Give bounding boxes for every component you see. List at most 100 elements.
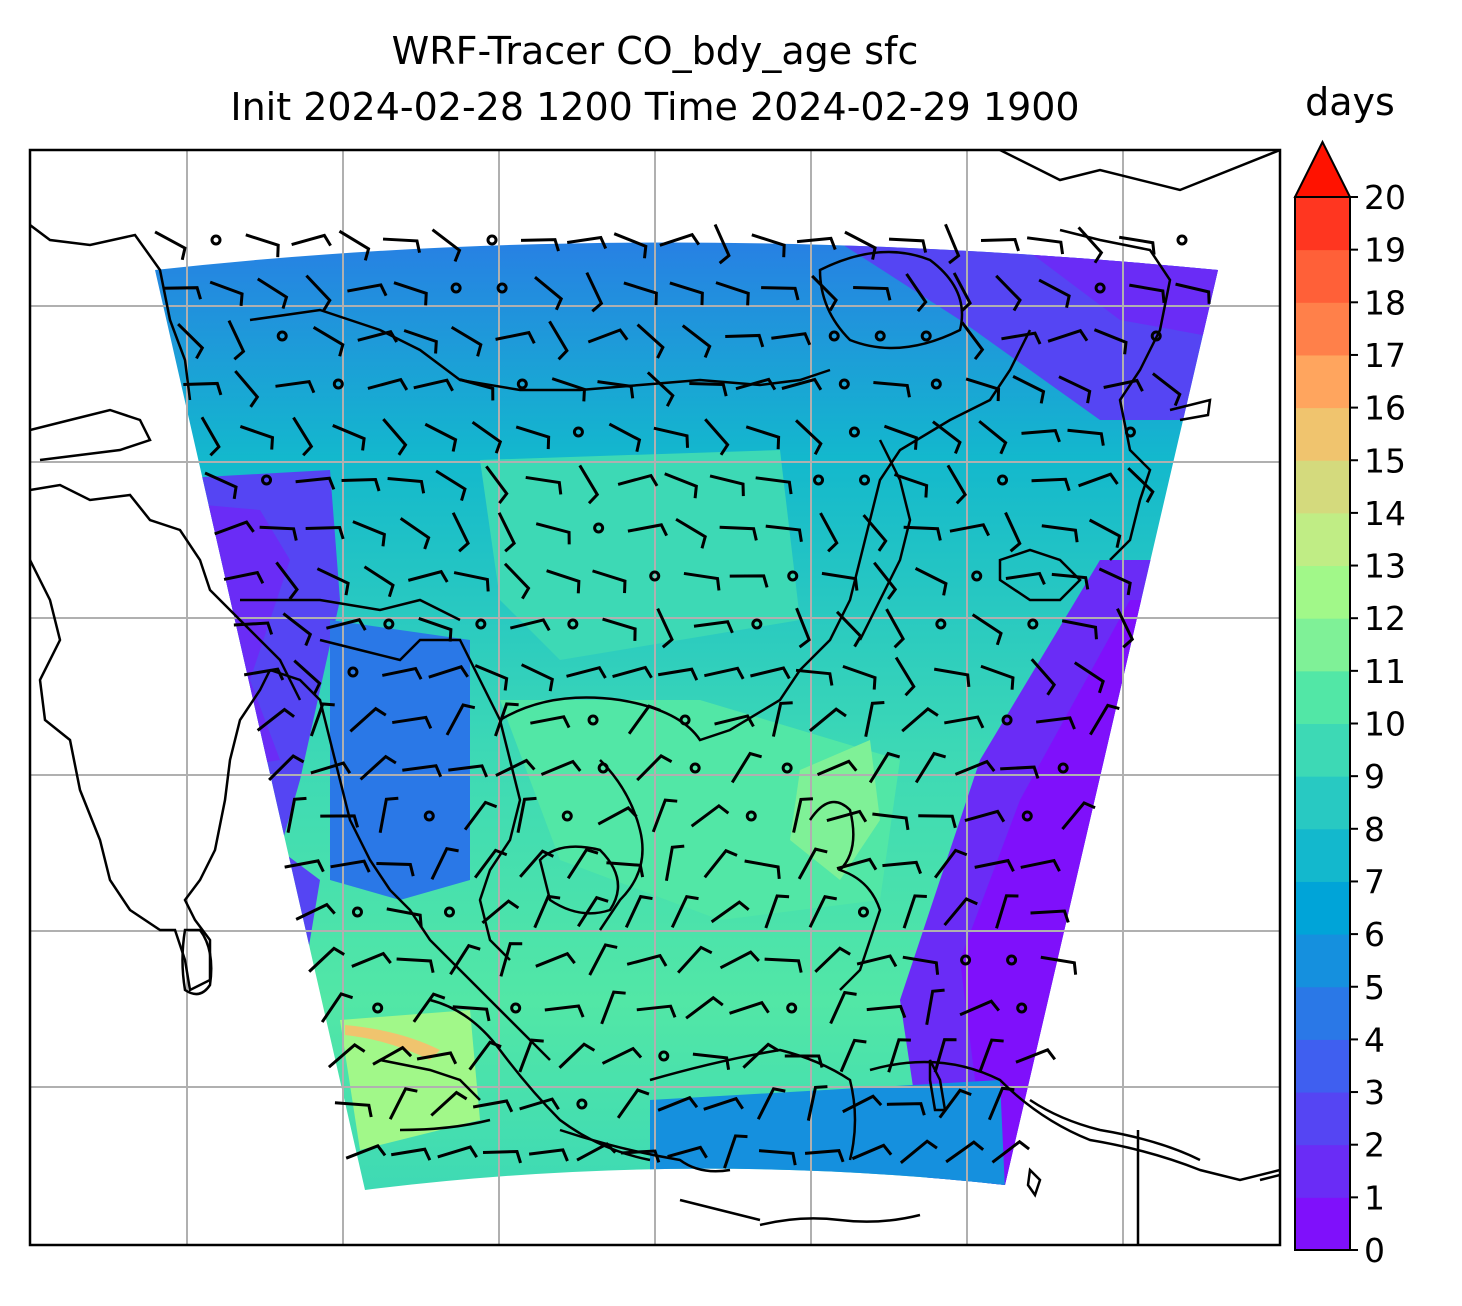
wind-barb (765, 524, 803, 543)
calm-wind-marker (332, 378, 344, 390)
wind-barb (1015, 1047, 1057, 1064)
wind-barb (291, 233, 332, 247)
wind-barb (902, 955, 940, 975)
colorbar-tick-label: 20 (1364, 178, 1406, 217)
calm-wind-marker (828, 330, 840, 342)
calm-wind-marker (1057, 762, 1069, 774)
wind-barb (952, 272, 972, 313)
wind-barb (431, 228, 462, 263)
wind-barb (987, 1086, 1015, 1121)
wind-barb (308, 946, 346, 973)
wind-barb (1151, 372, 1182, 407)
wind-barb (341, 478, 381, 492)
wind-barb (312, 326, 345, 357)
wind-barb (873, 561, 898, 600)
wind-barb (1093, 328, 1128, 355)
wind-barb (932, 420, 962, 455)
wind-barb (693, 620, 734, 634)
wind-barb (829, 990, 857, 1025)
colorbar-tick-label: 18 (1364, 283, 1406, 322)
wind-barb (1073, 661, 1105, 694)
wind-barb (690, 803, 730, 828)
wind-barb (627, 523, 668, 537)
wind-barb (533, 894, 561, 929)
calm-wind-marker (859, 474, 871, 486)
colorbar-segment (1295, 934, 1350, 988)
wind-barb (729, 1000, 770, 1015)
wind-barb (600, 990, 626, 1025)
calm-wind-marker (658, 1050, 670, 1062)
wind-barb (544, 1004, 585, 1018)
wind-barb (795, 607, 811, 649)
wind-barb (519, 1097, 560, 1111)
wind-barb (320, 992, 354, 1023)
calm-wind-marker (935, 618, 947, 630)
wind-barb (1031, 477, 1071, 492)
wind-barb (359, 754, 397, 781)
wind-barb (995, 894, 1019, 929)
wind-barb (617, 473, 659, 487)
wind-barb (378, 796, 399, 833)
colorbar-tick-label: 2 (1364, 1126, 1385, 1165)
wind-barb (448, 764, 489, 778)
wind-barb (351, 951, 392, 968)
colorbar-segment (1295, 1144, 1350, 1198)
calm-wind-marker (679, 714, 691, 726)
wind-barb (938, 1088, 972, 1119)
calm-wind-marker (1016, 1002, 1028, 1014)
colorbar-segment (1295, 512, 1350, 567)
wind-barb (862, 514, 888, 552)
wind-barb (894, 656, 916, 697)
wind-barb (275, 380, 316, 394)
wind-barb (382, 418, 408, 456)
wind-barb (888, 237, 928, 253)
wind-barb (885, 608, 905, 649)
wind-barb (1058, 375, 1092, 404)
calm-wind-marker (496, 282, 508, 294)
wind-barb (1118, 235, 1156, 255)
wind-barb (659, 232, 701, 247)
wind-barb (1012, 375, 1046, 404)
wind-barb (519, 849, 555, 878)
wind-barb (459, 378, 495, 401)
wind-barb (606, 861, 645, 878)
wind-barb (445, 703, 476, 736)
wind-barb (893, 473, 929, 498)
wind-barb (954, 759, 996, 776)
map-subtitle: Init 2024-02-28 1200 Time 2024-02-29 190… (230, 85, 1080, 129)
wind-barb (468, 1040, 502, 1071)
wind-barb (613, 232, 648, 259)
wind-barb (980, 664, 1015, 690)
wind-barb (758, 1149, 797, 1166)
wind-barb (259, 525, 298, 541)
wind-barb (771, 332, 812, 346)
wind-barb (234, 370, 260, 408)
wind-barb (918, 814, 957, 829)
calm-wind-marker (689, 762, 701, 774)
wind-barb (578, 464, 600, 505)
wind-barb (755, 476, 793, 495)
colorbar-segment (1295, 1039, 1350, 1093)
wind-barb (275, 561, 299, 600)
wind-barb (310, 761, 352, 775)
calm-wind-marker (1176, 234, 1188, 246)
wind-barb (534, 276, 564, 311)
wind-barb (882, 860, 922, 875)
wind-barb (944, 715, 985, 729)
wind-barb (332, 424, 366, 451)
wind-barb (499, 942, 523, 977)
wind-barb (1041, 524, 1079, 543)
wind-barb (286, 796, 307, 833)
wind-barb (851, 1143, 893, 1161)
wind-barb (284, 859, 325, 873)
wind-barb (474, 664, 509, 691)
calm-wind-marker (874, 330, 886, 342)
wind-barb (295, 476, 336, 490)
wind-barb (327, 1043, 366, 1069)
wind-barb (1089, 703, 1120, 736)
wind-barb (320, 814, 360, 828)
wind-barb (293, 659, 322, 695)
calm-wind-marker (1006, 954, 1018, 966)
calm-wind-marker (838, 378, 850, 390)
wind-barb (933, 848, 968, 879)
